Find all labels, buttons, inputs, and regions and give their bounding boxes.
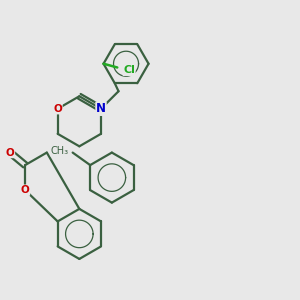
Text: N: N	[96, 102, 106, 115]
Text: CH₃: CH₃	[50, 146, 68, 156]
Text: O: O	[6, 148, 14, 158]
Text: Cl: Cl	[123, 65, 135, 75]
Text: O: O	[21, 185, 29, 195]
Text: O: O	[53, 104, 62, 114]
